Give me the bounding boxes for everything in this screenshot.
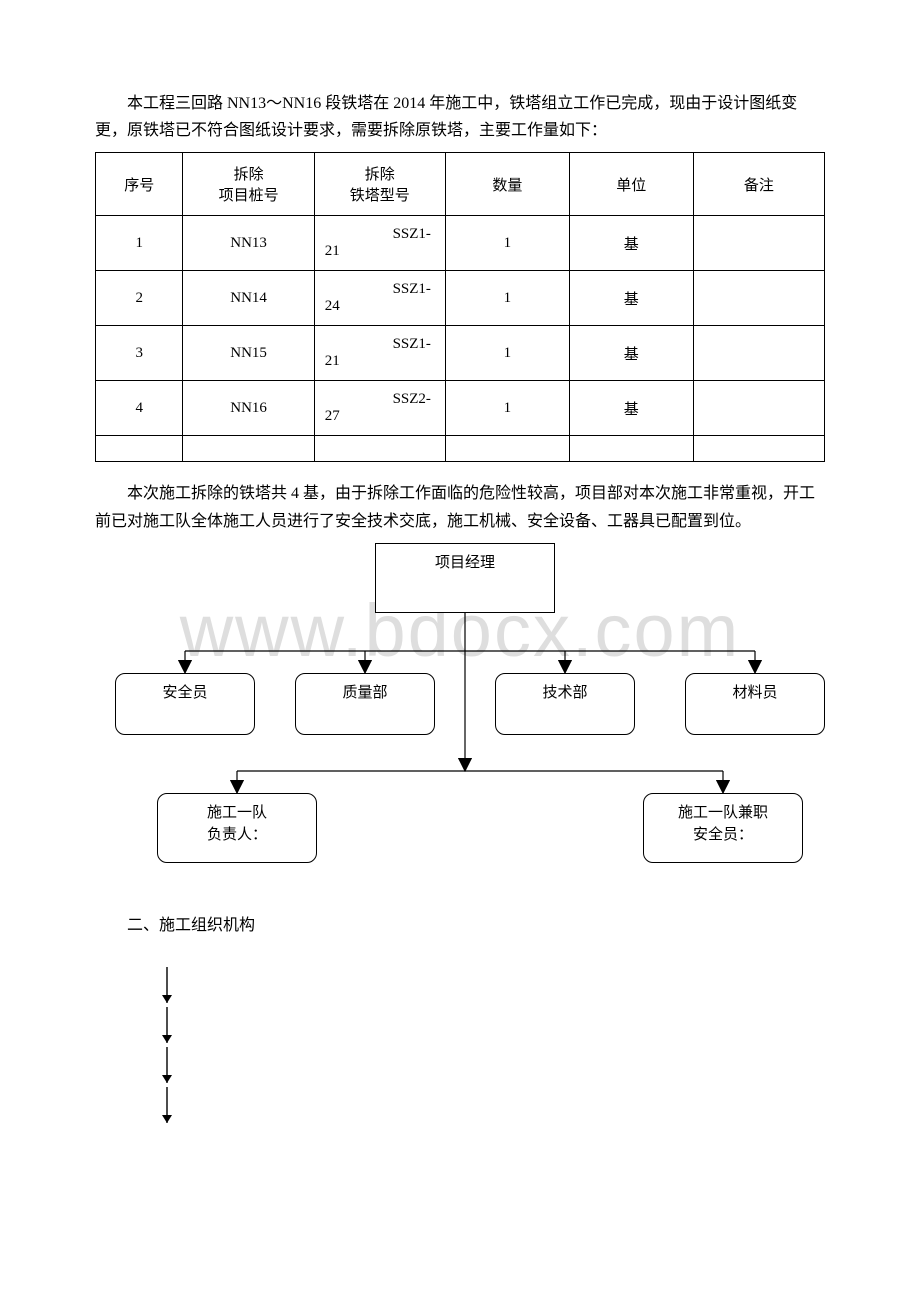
cell-model: SSZ1-24 <box>314 271 445 326</box>
node-quality: 质量部 <box>295 673 435 735</box>
cell-qty: 1 <box>445 381 569 436</box>
cell-qty: 1 <box>445 216 569 271</box>
cell-qty: 1 <box>445 326 569 381</box>
cell-remark <box>693 381 824 436</box>
th-model: 拆除 铁塔型号 <box>314 153 445 216</box>
cell-unit: 基 <box>569 381 693 436</box>
table-header-row: 序号 拆除 项目桩号 拆除 铁塔型号 数量 单位 备注 <box>96 153 825 216</box>
cell-remark <box>693 271 824 326</box>
node-material: 材料员 <box>685 673 825 735</box>
cell-seq: 1 <box>96 216 183 271</box>
workload-table: 序号 拆除 项目桩号 拆除 铁塔型号 数量 单位 备注 1NN13SSZ1-21… <box>95 152 825 462</box>
cell-model: SSZ2-27 <box>314 381 445 436</box>
middle-paragraph: 本次施工拆除的铁塔共 4 基，由于拆除工作面临的危险性较高，项目部对本次施工非常… <box>95 480 825 534</box>
cell-model: SSZ1-21 <box>314 216 445 271</box>
cell-pile: NN16 <box>183 381 314 436</box>
node-team1: 施工一队 负责人： <box>157 793 317 863</box>
table-row-empty <box>96 436 825 462</box>
cell-unit: 基 <box>569 326 693 381</box>
th-unit: 单位 <box>569 153 693 216</box>
intro-paragraph: 本工程三回路 NN13～NN16 段铁塔在 2014 年施工中，铁塔组立工作已完… <box>95 90 825 144</box>
cell-pile: NN15 <box>183 326 314 381</box>
cell-qty: 1 <box>445 271 569 326</box>
org-flowchart: 项目经理安全员质量部技术部材料员施工一队 负责人： 施工一队兼职 安全员： <box>95 543 835 903</box>
cell-remark <box>693 216 824 271</box>
table-row: 4NN16SSZ2-271基 <box>96 381 825 436</box>
cell-unit: 基 <box>569 271 693 326</box>
node-pm: 项目经理 <box>375 543 555 613</box>
cell-remark <box>693 326 824 381</box>
table-row: 1NN13SSZ1-211基 <box>96 216 825 271</box>
node-safety: 安全员 <box>115 673 255 735</box>
th-remark: 备注 <box>693 153 824 216</box>
cell-seq: 2 <box>96 271 183 326</box>
section-2-heading: 二、施工组织机构 <box>95 911 825 935</box>
th-pile: 拆除 项目桩号 <box>183 153 314 216</box>
cell-pile: NN13 <box>183 216 314 271</box>
table-row: 3NN15SSZ1-211基 <box>96 326 825 381</box>
node-tech: 技术部 <box>495 673 635 735</box>
th-seq: 序号 <box>96 153 183 216</box>
cell-seq: 4 <box>96 381 183 436</box>
cell-model: SSZ1-21 <box>314 326 445 381</box>
cell-unit: 基 <box>569 216 693 271</box>
th-qty: 数量 <box>445 153 569 216</box>
cell-pile: NN14 <box>183 271 314 326</box>
table-row: 2NN14SSZ1-241基 <box>96 271 825 326</box>
cell-seq: 3 <box>96 326 183 381</box>
bottom-arrows <box>155 965 825 1135</box>
node-team1s: 施工一队兼职 安全员： <box>643 793 803 863</box>
